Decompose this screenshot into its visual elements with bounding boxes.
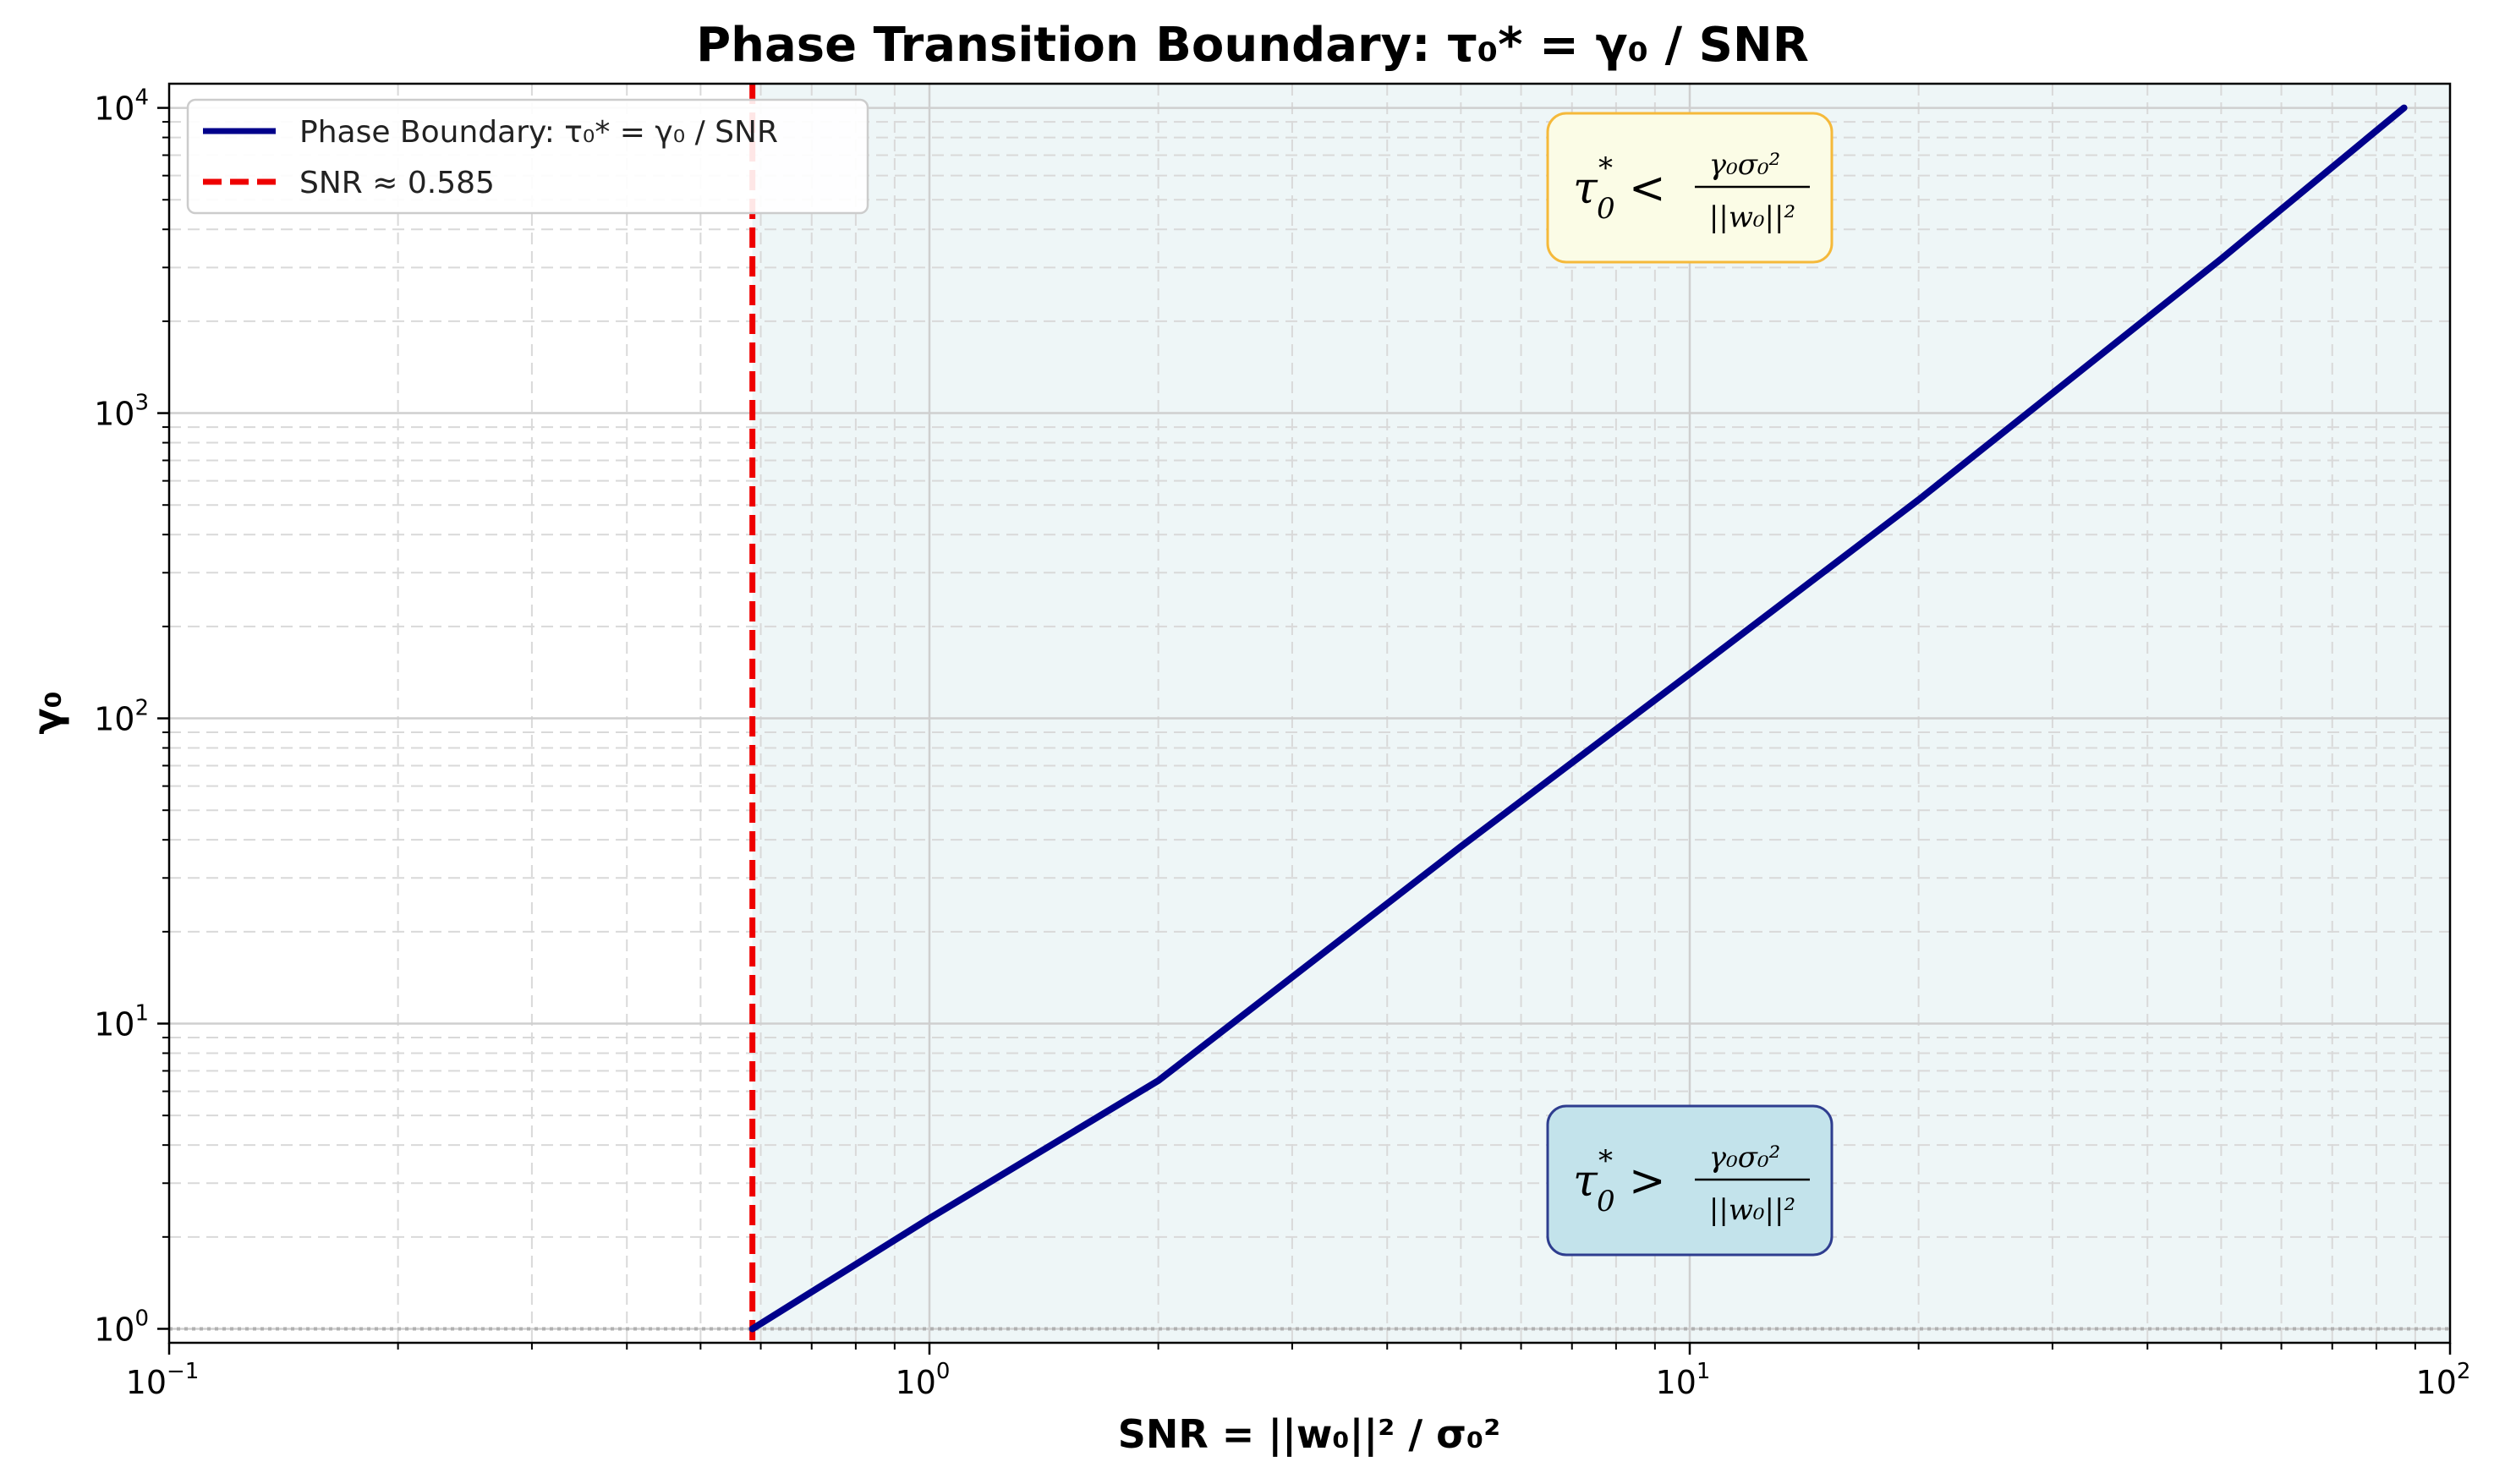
y-tick-label: 102 (94, 696, 149, 738)
annotation-lower-numerator: γ₀σ₀² (1709, 1141, 1780, 1175)
x-tick-label: 101 (1656, 1359, 1711, 1401)
plot-area (169, 84, 2450, 1343)
x-tick-label: 102 (2416, 1359, 2471, 1401)
x-axis-label: SNR = ||w₀||² / σ₀² (1118, 1411, 1501, 1458)
annotation-lower-operator: > (1629, 1156, 1666, 1207)
x-tick-label: 100 (896, 1359, 951, 1401)
annotation-upper-sup: * (1598, 151, 1613, 185)
legend-label-snr: SNR ≈ 0.585 (299, 166, 495, 200)
legend-label-boundary: Phase Boundary: τ₀* = γ₀ / SNR (299, 115, 778, 150)
plot-frame (167, 82, 2452, 1344)
phase-boundary-line (748, 104, 2408, 1333)
x-tick-label: 10−1 (126, 1359, 200, 1401)
annotation-upper-lhs: τ (1573, 163, 1598, 214)
annotation-lower-sub: 0 (1597, 1185, 1615, 1218)
annotation-upper-sub: 0 (1597, 192, 1615, 226)
annotation-upper-box (1546, 112, 1834, 264)
y-tick-label: 101 (94, 1001, 149, 1043)
annotation-upper-numerator: γ₀σ₀² (1709, 148, 1780, 182)
legend: Phase Boundary: τ₀* = γ₀ / SNR SNR ≈ 0.5… (186, 98, 869, 215)
legend-frame (186, 98, 869, 215)
y-tick-label: 103 (94, 391, 149, 433)
annotation-lower-lhs: τ (1573, 1156, 1598, 1207)
annotation-lower-sup: * (1598, 1144, 1613, 1178)
y-tick-label: 104 (94, 85, 149, 128)
series-layer (169, 84, 2450, 1343)
annotation-upper-denominator: ||w₀||² (1709, 200, 1795, 234)
y-tick-label: 100 (94, 1306, 149, 1348)
chart-title: Phase Transition Boundary: τ₀* = γ₀ / SN… (696, 18, 1809, 73)
annotation-upper-region: τ * 0 < γ₀σ₀² ||w₀||² (1546, 112, 1834, 264)
y-axis-label: γ₀ (25, 691, 70, 734)
annotation-upper-operator: < (1629, 163, 1666, 214)
annotation-lower-denominator: ||w₀||² (1709, 1193, 1795, 1227)
annotation-lower-region: τ * 0 > γ₀σ₀² ||w₀||² (1546, 1104, 1834, 1257)
annotation-lower-box (1546, 1104, 1834, 1257)
tick-layer: 10−1 100 101 102 100 101 102 103 104 (94, 85, 2470, 1401)
